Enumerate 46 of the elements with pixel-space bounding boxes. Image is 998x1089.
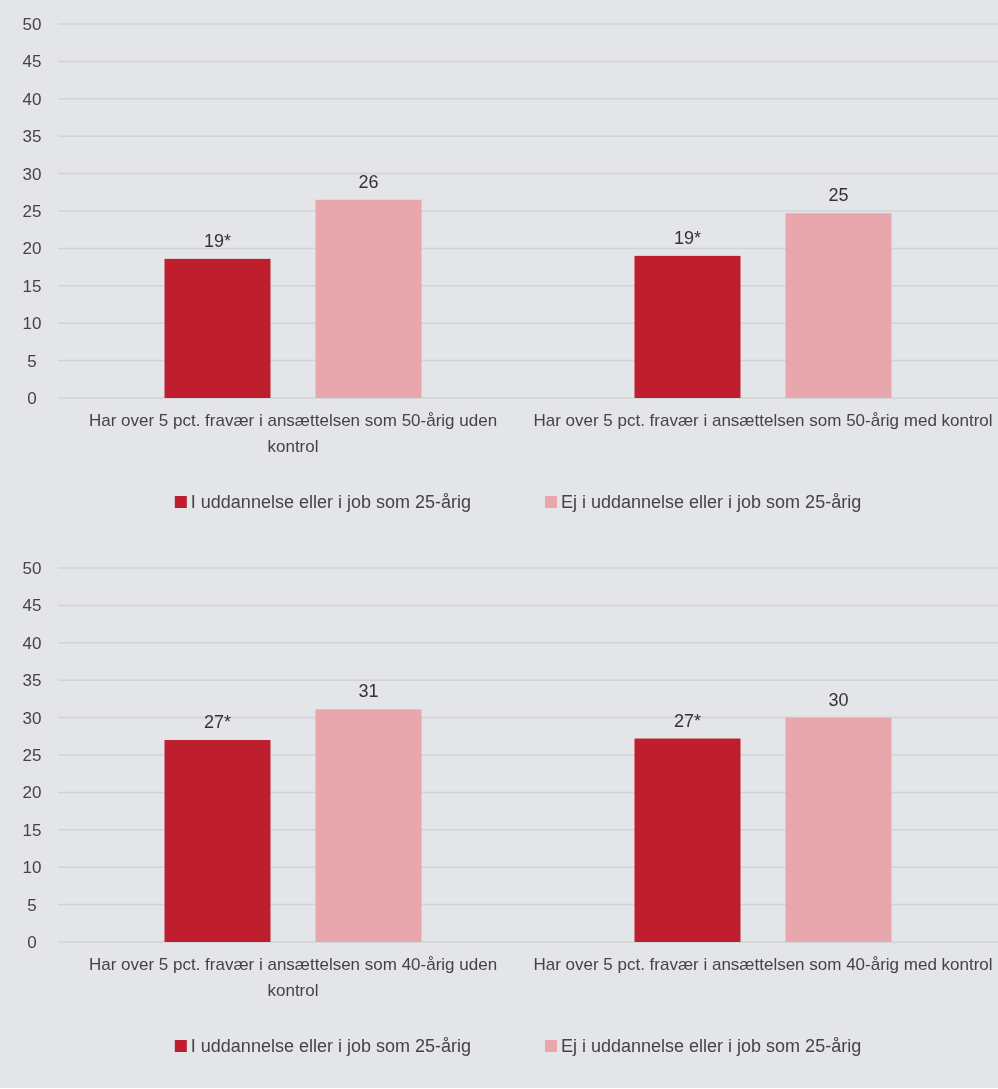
bar	[164, 258, 271, 398]
y-tick-label: 45	[22, 52, 42, 72]
bar	[315, 709, 422, 942]
legend-label: Ej i uddannelse eller i job som 25-årig	[561, 492, 862, 513]
y-tick-label: 30	[22, 164, 42, 184]
y-tick-label: 50	[22, 14, 42, 34]
x-tick-label: Har over 5 pct. fravær i ansættelsen som 40-årig uden kontrol	[88, 955, 498, 1000]
y-tick-label: 35	[22, 127, 42, 147]
y-tick-label: 10	[22, 314, 42, 334]
y-tick-label: 40	[22, 633, 42, 653]
y-tick-label: 30	[22, 708, 42, 728]
bar	[785, 717, 892, 942]
y-tick-label: 20	[22, 239, 42, 259]
bar	[634, 255, 741, 398]
y-tick-label: 15	[22, 820, 42, 840]
y-tick-label: 45	[22, 596, 42, 616]
bar	[634, 738, 741, 942]
data-label: 27*	[203, 712, 232, 733]
x-tick-label: Har over 5 pct. fravær i ansættelsen som 50-årig med kontrol	[533, 411, 993, 430]
y-tick-label: 20	[22, 783, 42, 803]
y-tick-label: 0	[27, 932, 37, 952]
y-tick-label: 5	[27, 351, 37, 371]
y-tick-label: 25	[22, 201, 42, 221]
x-tick-label: Har over 5 pct. fravær i ansættelsen som 40-årig med kontrol	[533, 955, 993, 974]
data-label: 25	[828, 185, 849, 206]
bar	[315, 199, 422, 398]
data-label: 19*	[673, 227, 702, 248]
y-tick-label: 50	[22, 558, 42, 578]
data-label: 30	[828, 689, 849, 710]
y-tick-label: 0	[27, 388, 37, 408]
legend-label: I uddannelse eller i job som 25-årig	[190, 492, 472, 513]
y-tick-label: 25	[22, 745, 42, 765]
bar	[785, 213, 892, 398]
legend-label: I uddannelse eller i job som 25-årig	[190, 1036, 472, 1057]
y-tick-label: 40	[22, 89, 42, 109]
y-tick-label: 35	[22, 671, 42, 691]
bar	[164, 740, 271, 942]
legend-label: Ej i uddannelse eller i job som 25-årig	[561, 1036, 862, 1057]
y-tick-label: 15	[22, 276, 42, 296]
y-tick-label: 10	[22, 858, 42, 878]
y-tick-label: 5	[27, 895, 37, 915]
data-label: 31	[358, 681, 379, 702]
x-tick-label: Har over 5 pct. fravær i ansættelsen som 50-årig uden kontrol	[88, 411, 498, 456]
data-label: 27*	[673, 710, 702, 731]
data-label: 19*	[203, 230, 232, 251]
data-label: 26	[358, 171, 379, 192]
